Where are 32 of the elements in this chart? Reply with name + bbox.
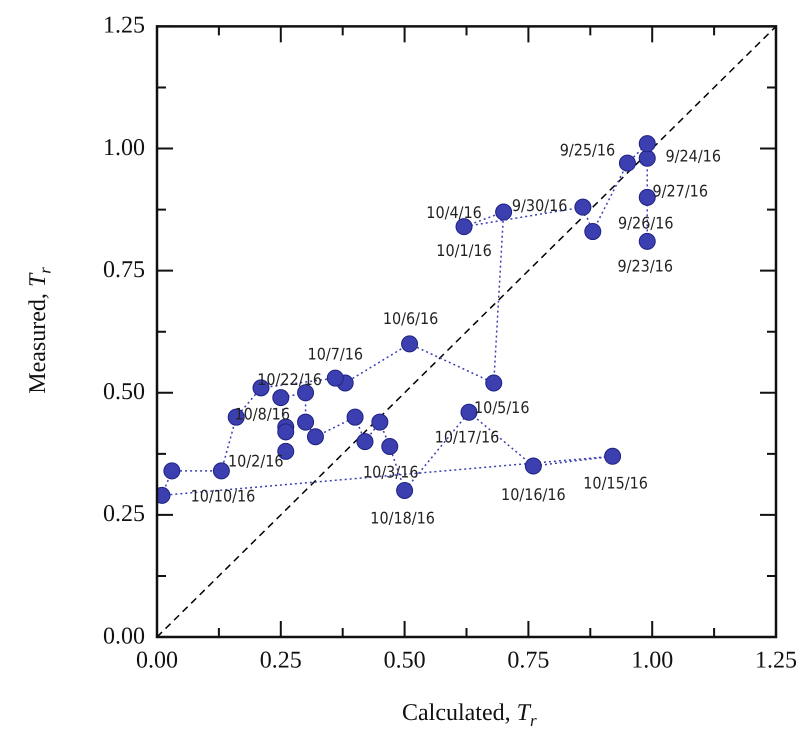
annotation: 10/7/16 bbox=[308, 344, 364, 364]
y-tick-label: 0.50 bbox=[103, 379, 145, 406]
x-tick-label: 1.00 bbox=[631, 648, 674, 674]
annotation: 10/5/16 bbox=[474, 398, 530, 418]
annotation: 10/18/16 bbox=[370, 508, 435, 528]
annotation: 10/16/16 bbox=[501, 485, 566, 504]
annotation: 10/4/16 bbox=[426, 202, 482, 222]
annotation: 10/17/16 bbox=[434, 427, 500, 446]
annotation: 10/10/16 bbox=[190, 486, 256, 506]
x-tick-label: 0.50 bbox=[384, 648, 426, 674]
annotation: 10/1/16 bbox=[436, 240, 492, 260]
annotation: 10/3/16 bbox=[363, 462, 418, 482]
annotation: 9/30/16 bbox=[512, 196, 568, 216]
annotation: 10/15/16 bbox=[583, 473, 648, 492]
y-tick-label: 0.25 bbox=[103, 501, 145, 528]
y-tick-label: 1.00 bbox=[103, 134, 145, 161]
y-tick-label: 0.75 bbox=[103, 256, 145, 283]
annotation: 10/2/16 bbox=[228, 452, 284, 471]
x-axis-title: Calculated, T$_{r}$ bbox=[402, 700, 537, 731]
x-tick-label: 0.75 bbox=[507, 648, 550, 674]
x-tick-label: 0.00 bbox=[136, 648, 178, 674]
annotation: 9/25/16 bbox=[560, 140, 616, 160]
annotation: 9/27/16 bbox=[652, 182, 708, 201]
annotation: 10/22/16 bbox=[257, 370, 322, 389]
annotation: 9/23/16 bbox=[618, 256, 673, 276]
y-tick-label: 0.00 bbox=[103, 623, 145, 650]
annotation: 9/24/16 bbox=[666, 146, 721, 166]
x-tick-label: 1.25 bbox=[755, 648, 797, 674]
y-tick-label: 1.25 bbox=[103, 12, 145, 39]
annotation: 10/6/16 bbox=[382, 309, 438, 328]
annotation: 9/26/16 bbox=[618, 214, 674, 233]
x-tick-label: 0.25 bbox=[260, 648, 302, 674]
